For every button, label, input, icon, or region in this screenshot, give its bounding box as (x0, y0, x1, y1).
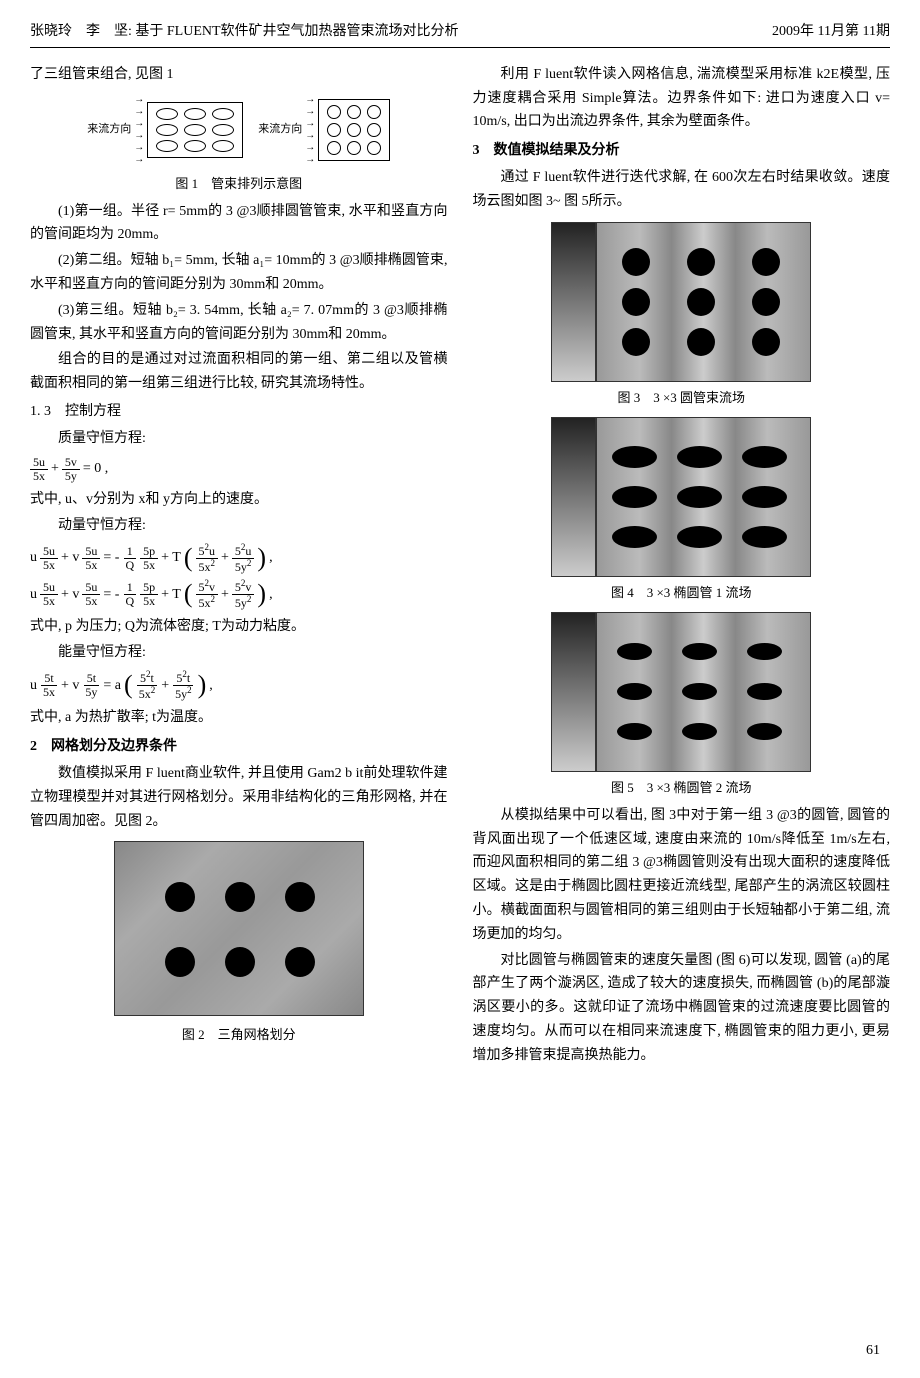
flow-label-2: 来流方向 (258, 120, 302, 139)
page-header: 张晓玲 李 坚: 基于 FLUENT软件矿井空气加热器管束流场对比分析 2009… (30, 20, 890, 48)
fig4-caption: 图 4 3 ×3 椭圆管 1 流场 (473, 582, 891, 604)
energy-label: 能量守恒方程: (30, 641, 448, 665)
mass-equation: 5u5x + 5v5y = 0 , (30, 456, 448, 483)
para-1: (1)第一组。半径 r= 5mm的 3 @3顺排圆管管束, 水平和竖直方向的管间… (30, 200, 448, 248)
fig3-caption: 图 3 3 ×3 圆管束流场 (473, 387, 891, 409)
fig5-caption: 图 5 3 ×3 椭圆管 2 流场 (473, 777, 891, 799)
arrow-icon: → (134, 107, 144, 117)
arrow-icon: → (305, 119, 315, 129)
figure-3-flow (551, 222, 811, 382)
arrow-icon: → (134, 131, 144, 141)
arrow-icon: → (134, 119, 144, 129)
energy-text: 式中, a 为热扩散率; t为温度。 (30, 706, 448, 730)
arrow-icon: → (305, 95, 315, 105)
arrow-icon: → (134, 143, 144, 153)
mass-eq-text: 式中, u、v分别为 x和 y方向上的速度。 (30, 488, 448, 512)
flow-label-1: 来流方向 (87, 120, 131, 139)
figure-4-flow (551, 417, 811, 577)
right-para-4: 对比圆管与椭圆管束的速度矢量图 (图 6)可以发现, 圆管 (a)的尾部产生了两… (473, 949, 891, 1068)
figure-5-flow (551, 612, 811, 772)
intro-para: 了三组管束组合, 见图 1 (30, 63, 448, 87)
header-date: 2009年 11月第 11期 (772, 20, 890, 44)
left-column: 了三组管束组合, 见图 1 来流方向 → → → → → → (30, 63, 448, 1070)
para-3: (3)第三组。短轴 b₂= 3. 54mm, 长轴 a₂= 7. 07mm的 3… (30, 299, 448, 347)
section-3-title: 3 数值模拟结果及分析 (473, 139, 891, 163)
figure-2-mesh (114, 841, 364, 1016)
page-number: 61 (866, 1339, 880, 1363)
right-para-3: 从模拟结果中可以看出, 图 3中对于第一组 3 @3的圆管, 圆管的背风面出现了… (473, 804, 891, 947)
figure-1-diagram: 来流方向 → → → → → → 来流方向 → (30, 95, 448, 165)
sub-diagram-ellipse: 来流方向 → → → → → → (87, 95, 243, 165)
para-2: (2)第二组。短轴 b₁= 5mm, 长轴 a₁= 10mm的 3 @3顺排椭圆… (30, 249, 448, 297)
header-authors: 张晓玲 李 坚: 基于 FLUENT软件矿井空气加热器管束流场对比分析 (30, 20, 459, 44)
right-para-2: 通过 F luent软件进行迭代求解, 在 600次左右时结果收敛。速度场云图如… (473, 166, 891, 214)
main-content: 了三组管束组合, 见图 1 来流方向 → → → → → → (30, 63, 890, 1070)
arrows-1: → → → → → → (134, 95, 144, 165)
energy-equation: u 5t5x + v 5t5y = a ( 52t5x2 + 52t5y2 ) … (30, 670, 448, 701)
momentum-equation-2: u 5u5x + v 5u5x = - 1Q 5p5x + T ( 52v5x2… (30, 579, 448, 610)
momentum-equation-1: u 5u5x + v 5u5x = - 1Q 5p5x + T ( 52u5x2… (30, 543, 448, 574)
subsection-1-3: 1. 3 控制方程 (30, 400, 448, 424)
arrow-icon: → (134, 95, 144, 105)
sub-diagram-circle: 来流方向 → → → → → → (258, 95, 390, 165)
momentum-text: 式中, p 为压力; Q为流体密度; T为动力粘度。 (30, 615, 448, 639)
arrow-icon: → (305, 143, 315, 153)
mass-eq-label: 质量守恒方程: (30, 427, 448, 451)
arrow-icon: → (305, 155, 315, 165)
right-column: 利用 F luent软件读入网格信息, 湍流模型采用标准 k2E模型, 压力速度… (473, 63, 891, 1070)
para-5: 数值模拟采用 F luent商业软件, 并且使用 Gam2 b it前处理软件建… (30, 762, 448, 833)
momentum-label: 动量守恒方程: (30, 514, 448, 538)
right-para-1: 利用 F luent软件读入网格信息, 湍流模型采用标准 k2E模型, 压力速度… (473, 63, 891, 134)
arrow-icon: → (305, 131, 315, 141)
para-4: 组合的目的是通过对过流面积相同的第一组、第二组以及管横截面积相同的第一组第三组进… (30, 348, 448, 396)
ellipse-tube-box (147, 102, 243, 158)
fig2-caption: 图 2 三角网格划分 (30, 1024, 448, 1046)
section-2-title: 2 网格划分及边界条件 (30, 735, 448, 759)
circle-tube-box (318, 99, 390, 161)
fig1-caption: 图 1 管束排列示意图 (30, 173, 448, 195)
arrow-icon: → (305, 107, 315, 117)
arrow-icon: → (134, 155, 144, 165)
arrows-2: → → → → → → (305, 95, 315, 165)
